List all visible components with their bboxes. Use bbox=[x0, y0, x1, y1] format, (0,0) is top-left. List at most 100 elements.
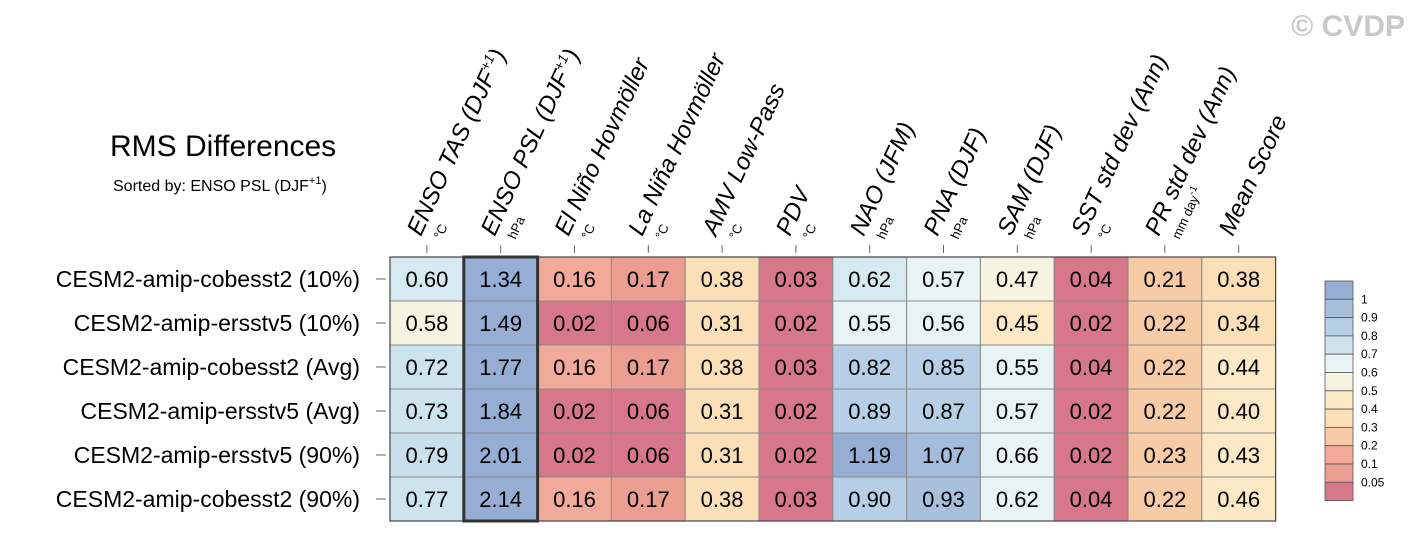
cell-value-label: 0.06 bbox=[627, 443, 670, 468]
cell-value-label: 0.06 bbox=[627, 399, 670, 424]
legend-swatch bbox=[1324, 481, 1354, 501]
cell-value-label: 0.93 bbox=[922, 487, 965, 512]
heatmap-cell bbox=[1127, 476, 1203, 522]
cell-value-label: 0.38 bbox=[701, 267, 744, 292]
cell-value-label: 0.38 bbox=[1217, 267, 1260, 292]
legend-swatch bbox=[1324, 390, 1354, 410]
heatmap-cell bbox=[389, 476, 465, 522]
row-label: CESM2-amip-ersstv5 (Avg) bbox=[81, 398, 360, 424]
subtitle-superscript: +1 bbox=[309, 175, 322, 187]
cell-value-label: 0.03 bbox=[774, 267, 817, 292]
heatmap-cell bbox=[832, 344, 908, 390]
heatmap-cell bbox=[832, 300, 908, 346]
cell-value-label: 2.01 bbox=[479, 443, 522, 468]
watermark-text: © CVDP bbox=[1291, 10, 1405, 43]
heatmap-cell bbox=[537, 256, 612, 302]
heatmap-cell bbox=[758, 300, 834, 346]
cell-value-label: 0.79 bbox=[405, 443, 448, 468]
cell-value-label: 0.02 bbox=[774, 311, 817, 336]
column-unit: °C bbox=[1095, 222, 1115, 242]
heatmap-cell bbox=[463, 432, 539, 478]
heatmap-cell bbox=[906, 344, 981, 390]
cell-value-label: 0.22 bbox=[1143, 355, 1186, 380]
heatmap-cell bbox=[1053, 476, 1129, 522]
heatmap-cells: 0.60 1.34 0.16 0.17 0.38 0.03 0.62 0.57 0.47 0.04… bbox=[389, 255, 1277, 523]
cell-value-label: 0.22 bbox=[1143, 399, 1186, 424]
heatmap-cell bbox=[537, 344, 612, 390]
chart-title: RMS Differences bbox=[110, 130, 336, 163]
heatmap-cell bbox=[389, 256, 465, 302]
cell-value-label: 0.22 bbox=[1143, 487, 1186, 512]
heatmap-cell bbox=[537, 476, 612, 522]
heatmap-cell bbox=[684, 344, 760, 390]
heatmap-cell bbox=[1053, 300, 1129, 346]
cell-value-label: 0.60 bbox=[405, 267, 448, 292]
legend-label: 0.5 bbox=[1361, 384, 1378, 398]
cell-value-label: 0.90 bbox=[848, 487, 891, 512]
column-header: PDV°C bbox=[771, 182, 820, 242]
color-legend: 1 0.9 0.8 0.7 0.6 0.5 0.4 0.3 0.2 0.1 0.05 bbox=[1324, 280, 1385, 501]
heatmap-cell bbox=[979, 432, 1055, 478]
sorted-column-highlight bbox=[462, 255, 540, 523]
legend-label: 0.7 bbox=[1361, 347, 1378, 361]
cell-value-label: 0.16 bbox=[553, 487, 596, 512]
row-label: CESM2-amip-cobesst2 (Avg) bbox=[63, 354, 360, 380]
cell-value-label: 0.66 bbox=[996, 443, 1039, 468]
cell-value-label: 0.38 bbox=[701, 355, 744, 380]
legend-swatch bbox=[1324, 426, 1354, 447]
heatmap-cell bbox=[832, 388, 908, 434]
cell-value-label: 0.62 bbox=[996, 487, 1039, 512]
cell-value-label: 0.46 bbox=[1217, 487, 1260, 512]
cell-value-label: 0.62 bbox=[848, 267, 891, 292]
cell-value-label: 0.85 bbox=[922, 355, 965, 380]
cell-value-label: 0.16 bbox=[553, 267, 596, 292]
column-unit: °C bbox=[800, 222, 820, 242]
column-unit-text: °C bbox=[652, 222, 672, 242]
legend-label: 0.8 bbox=[1361, 329, 1378, 343]
legend-swatch bbox=[1324, 445, 1354, 465]
cell-value-label: 0.58 bbox=[405, 311, 448, 336]
heatmap-cell bbox=[906, 432, 981, 478]
column-unit: °C bbox=[431, 222, 451, 242]
cell-value-label: 0.03 bbox=[774, 355, 817, 380]
heatmap-cell bbox=[832, 256, 908, 302]
heatmap-cell bbox=[537, 388, 612, 434]
cell-value-label: 1.77 bbox=[479, 355, 522, 380]
cell-value-label: 0.04 bbox=[1070, 267, 1113, 292]
column-label-superscript: +1 bbox=[476, 52, 497, 73]
cell-value-label: 0.17 bbox=[627, 487, 670, 512]
cell-value-label: 1.19 bbox=[848, 443, 891, 468]
cell-value-label: 0.02 bbox=[553, 399, 596, 424]
heatmap-cell bbox=[1053, 432, 1129, 478]
heatmap-cell bbox=[1127, 432, 1203, 478]
column-unit-text: °C bbox=[800, 222, 820, 242]
heatmap-cell bbox=[979, 476, 1055, 522]
heatmap-cell bbox=[832, 432, 908, 478]
row-label: CESM2-amip-ersstv5 (90%) bbox=[74, 442, 360, 468]
cell-value-label: 0.04 bbox=[1070, 487, 1113, 512]
column-unit-text: °C bbox=[726, 222, 746, 242]
row-label: CESM2-amip-ersstv5 (10%) bbox=[74, 310, 360, 336]
heatmap-cell bbox=[1201, 388, 1277, 434]
heatmap-cell bbox=[1201, 300, 1277, 346]
cell-value-label: 0.06 bbox=[627, 311, 670, 336]
heatmap-cell bbox=[610, 256, 686, 302]
heatmap-cell bbox=[1053, 256, 1129, 302]
legend-label: 0.2 bbox=[1361, 439, 1378, 453]
cell-value-label: 0.17 bbox=[627, 355, 670, 380]
heatmap-cell bbox=[758, 344, 834, 390]
legend-label: 0.4 bbox=[1361, 402, 1378, 416]
heatmap-cell bbox=[979, 344, 1055, 390]
cell-value-label: 1.07 bbox=[922, 443, 965, 468]
cell-value-label: 0.02 bbox=[1070, 399, 1113, 424]
cell-value-label: 1.84 bbox=[479, 399, 522, 424]
heatmap-cell bbox=[684, 300, 760, 346]
cell-value-label: 0.87 bbox=[922, 399, 965, 424]
legend-swatch bbox=[1324, 298, 1354, 318]
cell-value-label: 0.57 bbox=[922, 267, 965, 292]
column-unit-text: °C bbox=[578, 222, 598, 242]
cell-value-label: 0.45 bbox=[996, 311, 1039, 336]
heatmap-cell bbox=[610, 476, 686, 522]
cell-value-label: 0.57 bbox=[996, 399, 1039, 424]
cell-value-label: 0.73 bbox=[405, 399, 448, 424]
